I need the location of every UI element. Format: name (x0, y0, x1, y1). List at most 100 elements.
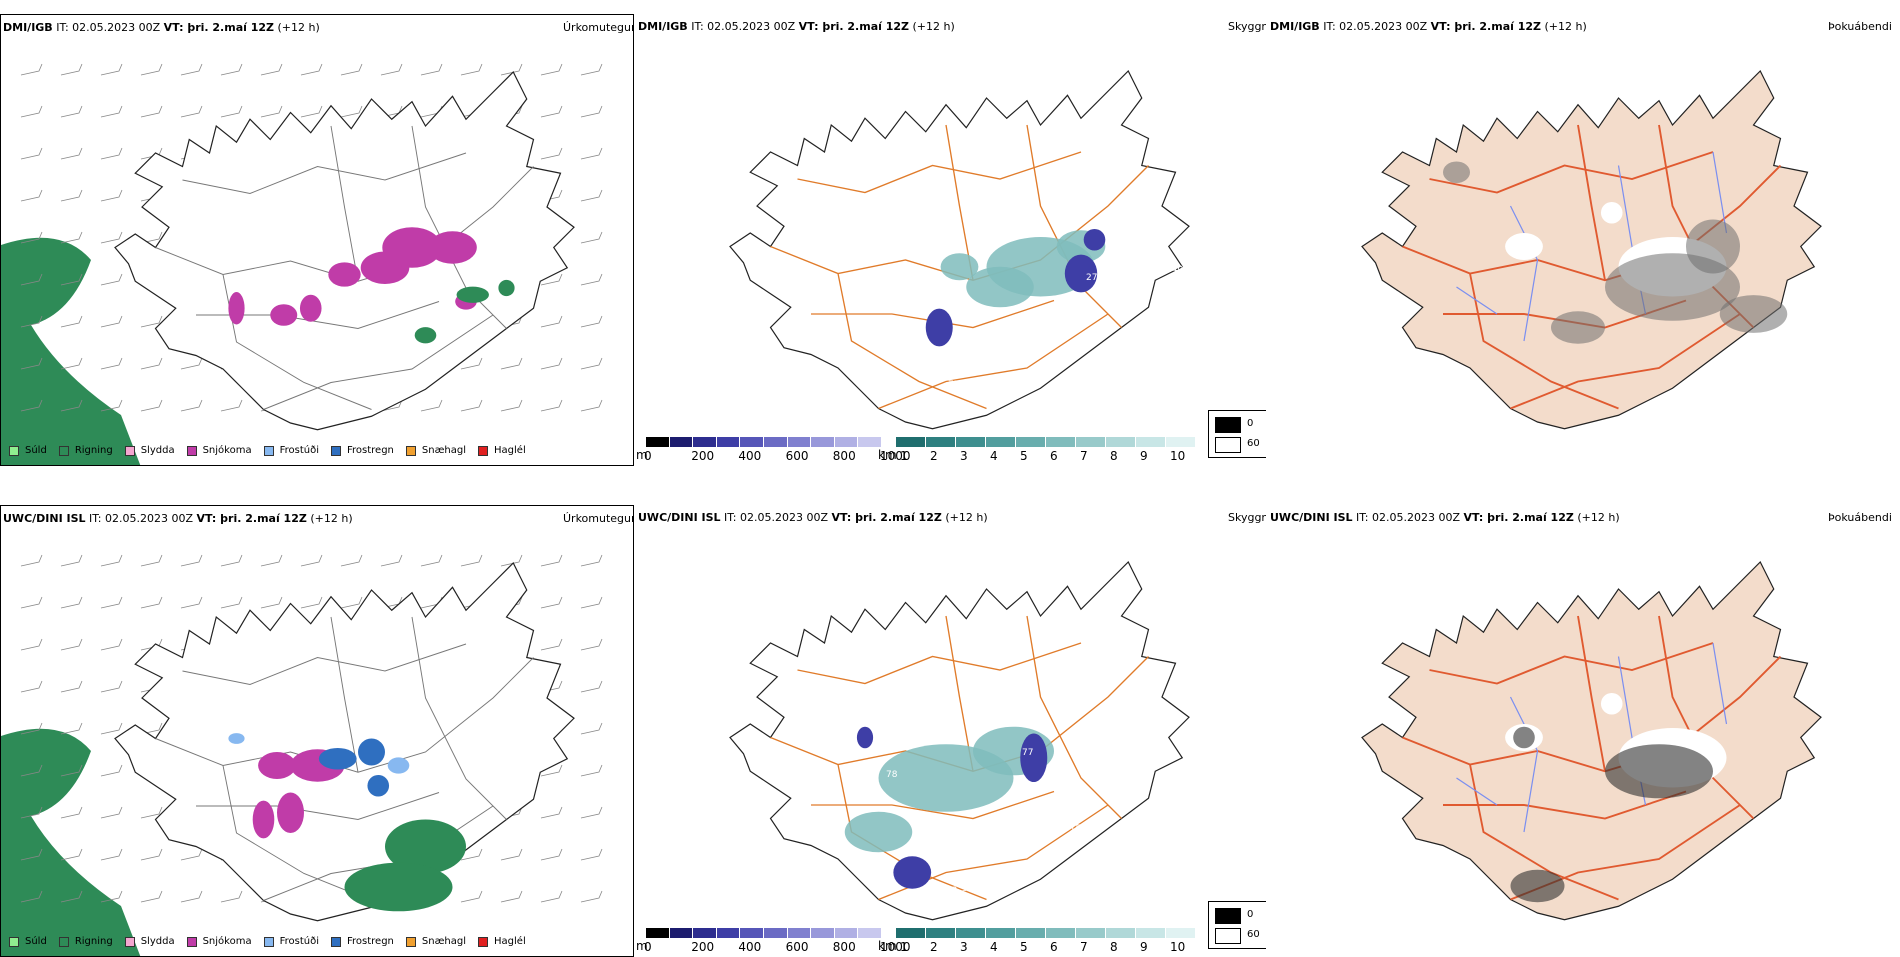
fog-index-panel: DMI/IGB IT: 02.05.2023 00Z VT: þri. 2.ma… (1268, 14, 1898, 466)
panel-title: Þokuábendi (1828, 511, 1892, 524)
ceiling-value-label: 61 (954, 370, 965, 380)
field-patch (1064, 254, 1098, 293)
ceiling-value-label: 157 (1106, 303, 1123, 313)
legend-label: Slydda (140, 445, 175, 456)
panel-title: Úrkomutegund (563, 21, 633, 34)
wind-barb (580, 764, 603, 777)
wind-barb (580, 147, 603, 160)
wind-barb (580, 680, 603, 693)
ceiling-value-label: 15 (944, 403, 955, 413)
ceiling-value-label: 240 (1166, 265, 1183, 275)
wind-barb (340, 63, 363, 76)
valid-time: VT: þri. 2.maí 12Z (1463, 511, 1574, 524)
ceiling-value-label: 75 (948, 380, 959, 390)
wind-barb (20, 399, 43, 412)
wind-barb (380, 554, 403, 567)
ceiling-value-label: 776 (978, 852, 995, 862)
wind-barb (500, 357, 523, 370)
field-patch (270, 304, 298, 326)
wind-barb (140, 399, 163, 412)
wind-barb (20, 357, 43, 370)
road-line (1469, 764, 1619, 901)
field-patch (1083, 228, 1106, 251)
wind-barb (20, 147, 43, 160)
rain-area-sea (1, 237, 141, 465)
road-line (222, 765, 372, 901)
wind-barb (100, 399, 123, 412)
river-line (1456, 286, 1498, 315)
field-patch (414, 327, 437, 344)
wind-barb (540, 63, 563, 76)
ceiling-tick: 200 (691, 449, 715, 463)
field-patch (1686, 219, 1740, 274)
wind-barb (20, 638, 43, 651)
legend-swatch (9, 445, 19, 456)
panel-header: DMI/IGB IT: 02.05.2023 00Z VT: þri. 2.ma… (638, 20, 955, 33)
field-patch (344, 862, 453, 912)
road-line (878, 313, 1109, 410)
legend-label: Snjókoma (202, 936, 252, 947)
visibility-colorbar: 1 2 3 4 5 6 7 8 9 10 (896, 928, 1196, 957)
ceiling-value-label: 38 (1104, 261, 1116, 271)
fog-map (1361, 560, 1822, 921)
field-patch (844, 811, 913, 853)
colorbar-segment (787, 928, 812, 938)
visibility-tick: 2 (930, 940, 938, 954)
legend-label: Slydda (140, 936, 175, 947)
wind-barb (60, 273, 83, 286)
legend-swatch (124, 936, 135, 947)
wind-barb (60, 399, 83, 412)
wind-barb (540, 315, 563, 328)
field-patch (1513, 726, 1535, 749)
ceiling-colorbar: 0 200 400 600 800 1000 (644, 928, 911, 957)
ceiling-value-label: 158 (1096, 355, 1113, 365)
ceiling-unit: m (636, 448, 648, 462)
visibility-colorbar: 1 2 3 4 5 6 7 8 9 10 (896, 437, 1196, 466)
wind-barb (180, 596, 203, 609)
wind-barb (220, 596, 243, 609)
wind-barb (180, 848, 203, 861)
field-patch (1510, 869, 1565, 903)
legend-item: Haglél (478, 445, 526, 456)
wind-barb (140, 554, 163, 567)
iceland-coastline (729, 69, 1190, 430)
fog-swatch (1215, 417, 1241, 433)
visibility-tick: 8 (1110, 449, 1118, 463)
ceiling-value-label: 78 (886, 770, 898, 780)
ceiling-value-label: 19 (954, 287, 966, 297)
panel-header: DMI/IGB IT: 02.05.2023 00Z VT: þri. 2.ma… (3, 21, 320, 34)
colorbar-segment (740, 928, 764, 938)
wind-barb (580, 189, 603, 202)
road-line (837, 273, 987, 410)
road-line (1429, 642, 1714, 685)
fog-label: 0 (1247, 418, 1254, 429)
iceland-coastline (1361, 69, 1822, 430)
wind-barb (180, 63, 203, 76)
lead-time: (+12 h) (306, 512, 353, 525)
wind-barb (20, 189, 43, 202)
river-line (1712, 642, 1728, 725)
legend-swatch (9, 936, 19, 947)
lead-time: (+12 h) (909, 20, 955, 33)
iceland-coastline (114, 70, 575, 431)
ceiling-value-label: 165 (1064, 794, 1081, 804)
wind-barb (100, 63, 123, 76)
colorbar-segment (787, 437, 812, 447)
model-name: UWC/DINI ISL (1270, 511, 1353, 524)
road-line (797, 642, 1082, 685)
wind-barb (220, 399, 243, 412)
wind-barb (580, 596, 603, 609)
road-line (330, 616, 359, 773)
panel-title: Skyggni (1228, 20, 1266, 33)
river-line (1712, 151, 1728, 234)
ceiling-value-label: 34 (962, 884, 974, 894)
wind-barb (60, 357, 83, 370)
wind-barb (580, 848, 603, 861)
ceiling-value-label: 12 (928, 397, 939, 407)
model-name: DMI/IGB (638, 20, 688, 33)
fog-legend: 0 60 (1208, 410, 1266, 458)
fog-label: 0 (1247, 909, 1254, 920)
wind-barb (100, 357, 123, 370)
colorbar-segment (1106, 437, 1136, 447)
road-line (1429, 151, 1714, 194)
